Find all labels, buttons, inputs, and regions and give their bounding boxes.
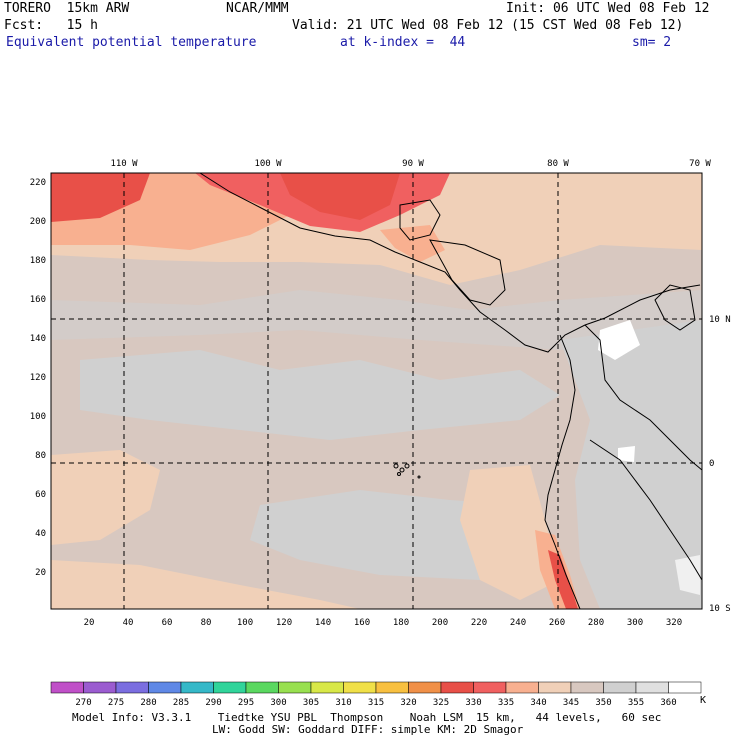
lat-label: 0 (709, 459, 714, 469)
colorbar-swatch (278, 681, 312, 694)
lat-label: 10 N (709, 315, 731, 325)
colorbar-swatch (375, 681, 409, 694)
model-info: Model Info: V3.3.1 Tiedtke YSU PBL Thomp… (72, 711, 662, 724)
x-tick: 300 (627, 618, 643, 628)
colorbar-swatch (180, 681, 214, 694)
x-tick: 140 (315, 618, 331, 628)
x-tick: 120 (276, 618, 292, 628)
y-tick: 100 (30, 412, 46, 422)
colorbar-unit: K (700, 695, 706, 706)
colorbar-level: 270 (75, 698, 91, 708)
colorbar-level: 320 (400, 698, 416, 708)
x-tick: 240 (510, 618, 526, 628)
colorbar-level: 295 (238, 698, 254, 708)
colorbar-level: 330 (465, 698, 481, 708)
colorbar-level: 310 (335, 698, 351, 708)
colorbar-level: 300 (270, 698, 286, 708)
colorbar-level: 360 (660, 698, 676, 708)
colorbar-level: 315 (368, 698, 384, 708)
field-shading (51, 173, 702, 609)
y-tick: 20 (35, 568, 46, 578)
colorbar-swatch (603, 681, 637, 694)
colorbar-swatch (505, 681, 539, 694)
colorbar-swatch (115, 681, 149, 694)
colorbar-level: 290 (205, 698, 221, 708)
valid-time: Valid: 21 UTC Wed 08 Feb 12 (15 CST Wed … (292, 18, 684, 33)
level-index: at k-index = 44 (340, 35, 466, 50)
x-tick: 260 (549, 618, 565, 628)
colorbar-level: 340 (530, 698, 546, 708)
y-tick: 40 (35, 529, 46, 539)
colorbar-level: 325 (433, 698, 449, 708)
y-tick: 140 (30, 334, 46, 344)
colorbar-level: 345 (563, 698, 579, 708)
map-frame (50, 172, 703, 610)
colorbar-swatch (343, 681, 377, 694)
lat-label: 10 S (709, 604, 731, 614)
y-tick: 160 (30, 295, 46, 305)
lat-lon-grid (51, 173, 702, 609)
colorbar-swatches (50, 681, 702, 694)
forecast-hour: Fcst: 15 h (4, 18, 98, 33)
y-tick: 180 (30, 256, 46, 266)
x-tick: 160 (354, 618, 370, 628)
colorbar-swatch (473, 681, 507, 694)
x-tick: 320 (666, 618, 682, 628)
init-time: Init: 06 UTC Wed 08 Feb 12 (506, 1, 710, 16)
lon-label: 80 W (547, 159, 569, 169)
model-physics: LW: Godd SW: Goddard DIFF: simple KM: 2D… (212, 723, 524, 736)
x-tick: 100 (237, 618, 253, 628)
colorbar-swatch (245, 681, 279, 694)
x-tick: 80 (201, 618, 212, 628)
colorbar-level: 275 (108, 698, 124, 708)
x-tick: 280 (588, 618, 604, 628)
lon-label: 70 W (689, 159, 711, 169)
colorbar-swatch (50, 681, 84, 694)
colorbar-level: 285 (173, 698, 189, 708)
y-tick: 80 (35, 451, 46, 461)
y-tick: 200 (30, 217, 46, 227)
center-name: NCAR/MMM (226, 1, 289, 16)
colorbar-level: 305 (303, 698, 319, 708)
y-tick: 220 (30, 178, 46, 188)
lon-label: 110 W (110, 159, 138, 169)
lon-label: 90 W (402, 159, 424, 169)
colorbar: 270 275 280 285 290 295 300 305 310 315 320 325 330 3… (50, 681, 706, 708)
y-tick: 60 (35, 490, 46, 500)
colorbar-level: 280 (140, 698, 156, 708)
x-tick: 60 (162, 618, 173, 628)
model-title: TORERO 15km ARW (4, 1, 130, 16)
y-tick: 120 (30, 373, 46, 383)
colorbar-level: 335 (498, 698, 514, 708)
colorbar-swatch (408, 681, 442, 694)
x-tick: 180 (393, 618, 409, 628)
colorbar-level: 355 (628, 698, 644, 708)
x-tick: 40 (123, 618, 134, 628)
x-tick: 20 (84, 618, 95, 628)
lon-label: 100 W (254, 159, 282, 169)
colorbar-swatch (310, 681, 344, 694)
colorbar-swatch (440, 681, 474, 694)
colorbar-swatch (213, 681, 247, 694)
x-tick: 200 (432, 618, 448, 628)
colorbar-level: 350 (595, 698, 611, 708)
colorbar-swatch (635, 681, 669, 694)
colorbar-swatch (538, 681, 572, 694)
colorbar-swatch (668, 681, 702, 694)
colorbar-labels: 270 275 280 285 290 295 300 305 310 315 320 325 330 3… (75, 698, 676, 708)
smoothing: sm= 2 (632, 35, 672, 50)
field-name: Equivalent potential temperature (6, 35, 257, 50)
x-tick: 220 (471, 618, 487, 628)
colorbar-swatch (570, 681, 604, 694)
colorbar-swatch (148, 681, 182, 694)
colorbar-swatch (83, 681, 117, 694)
